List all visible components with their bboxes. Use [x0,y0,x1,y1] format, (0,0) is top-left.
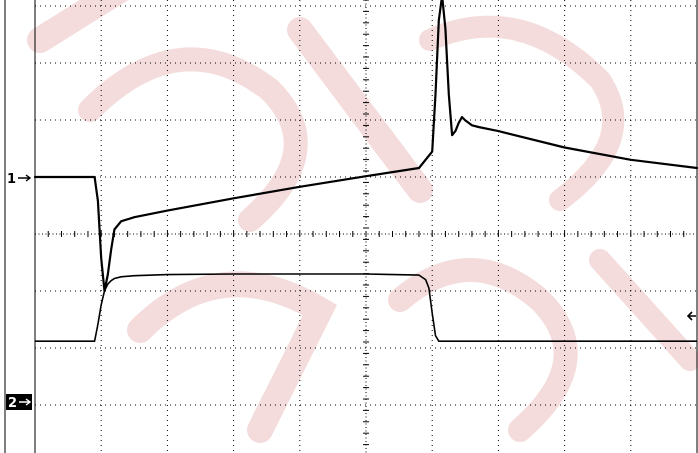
channel-1-label: 1 [7,172,16,187]
channel-markers: 12 [6,172,696,411]
channel-1-arrow-icon [18,174,32,182]
trigger-level-arrow-icon [686,311,696,321]
channel-1-trace [33,0,698,293]
graticule [34,0,697,453]
watermark [27,0,698,443]
channel-2-trace [35,273,697,342]
channel-2-arrow-icon [19,398,32,406]
traces [33,0,698,342]
channel-2-label: 2 [8,396,17,411]
